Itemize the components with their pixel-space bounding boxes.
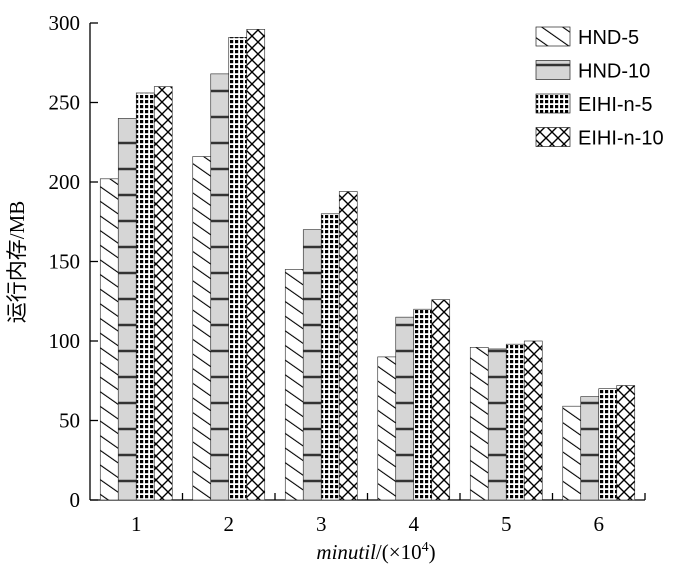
legend: HND-5 HND-10 EIHI-n-5 EIHI-n-10 xyxy=(535,26,664,150)
x-axis-label-var: minutil xyxy=(316,540,376,564)
y-ticks: 0 50 100 150 200 250 300 xyxy=(49,11,98,512)
bar-hnd-10-3 xyxy=(302,229,322,501)
y-tick-label: 100 xyxy=(49,329,81,353)
y-tick-label: 300 xyxy=(49,11,81,35)
x-tick-label: 3 xyxy=(316,512,327,536)
y-tick-label: 250 xyxy=(49,91,81,115)
bar-eihi-n-10-5 xyxy=(523,340,543,501)
bar-hnd-10-6 xyxy=(580,396,600,501)
bar-eihi-n-10-1 xyxy=(153,86,173,501)
x-tick-label: 6 xyxy=(594,512,605,536)
x-ticks: 1 2 3 4 5 6 xyxy=(131,493,646,536)
legend-swatch-hnd-5 xyxy=(535,26,571,47)
bar-hnd-5-4 xyxy=(377,356,397,501)
legend-label-hnd-5: HND-5 xyxy=(578,27,639,49)
x-tick-label: 4 xyxy=(409,512,420,536)
bar-hnd-10-1 xyxy=(117,118,137,501)
legend-label-hnd-10: HND-10 xyxy=(578,61,650,83)
legend-label-eihi-n-10: EIHI-n-10 xyxy=(578,128,664,150)
x-axis-label: minutil/(×104) xyxy=(316,540,435,564)
legend-swatch-eihi-n-10 xyxy=(535,127,571,147)
y-tick-label: 0 xyxy=(70,488,81,512)
bar-hnd-10-4 xyxy=(395,316,415,501)
bar-hnd-5-1 xyxy=(99,178,119,501)
y-tick-label: 50 xyxy=(59,409,80,433)
x-tick-label: 5 xyxy=(501,512,512,536)
bar-eihi-n-5-5 xyxy=(505,343,525,501)
bar-eihi-n-10-6 xyxy=(616,385,636,501)
bar-eihi-n-5-4 xyxy=(413,308,433,501)
legend-label-eihi-n-5: EIHI-n-5 xyxy=(578,94,652,116)
bar-hnd-10-5 xyxy=(487,348,507,501)
y-axis-label: 运行内存/MB xyxy=(5,201,29,324)
bar-hnd-5-5 xyxy=(469,347,489,501)
bar-eihi-n-10-4 xyxy=(431,299,451,501)
bar-hnd-5-6 xyxy=(562,405,582,501)
bar-eihi-n-5-3 xyxy=(320,213,340,501)
legend-swatch-hnd-10 xyxy=(535,60,571,80)
x-axis-label-unit: /(×10 xyxy=(376,540,422,564)
x-axis-label-exponent: 4 xyxy=(422,540,429,555)
legend-swatch-eihi-n-5 xyxy=(535,93,571,114)
y-tick-label: 200 xyxy=(49,170,81,194)
bar-hnd-10-2 xyxy=(210,73,230,501)
bar-eihi-n-5-6 xyxy=(598,388,618,501)
y-tick-label: 150 xyxy=(49,250,81,274)
bar-eihi-n-5-2 xyxy=(228,37,248,501)
bar-eihi-n-5-1 xyxy=(135,92,155,501)
x-tick-label: 1 xyxy=(131,512,142,536)
bar-eihi-n-10-2 xyxy=(246,29,266,501)
x-tick-label: 2 xyxy=(224,512,235,536)
bar-eihi-n-10-3 xyxy=(338,191,358,501)
x-axis-label-close: ) xyxy=(429,540,436,564)
bar-hnd-5-3 xyxy=(284,269,304,501)
bar-hnd-5-2 xyxy=(192,156,212,501)
bars xyxy=(99,29,636,501)
